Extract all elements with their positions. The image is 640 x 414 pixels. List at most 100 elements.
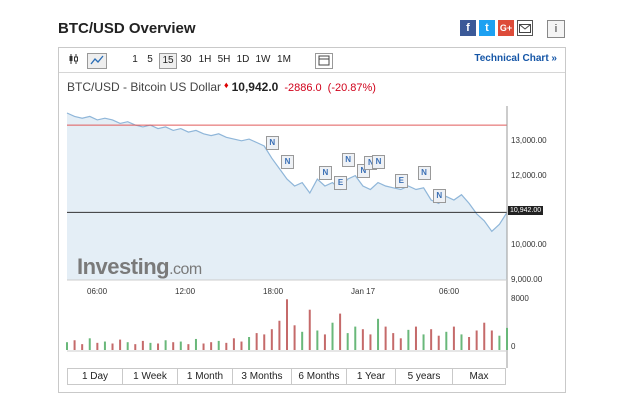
y-tick-label: 13,000.00 — [511, 135, 547, 145]
range-1-year[interactable]: 1 Year — [347, 369, 396, 384]
investing-logo: Investing.com — [77, 254, 202, 279]
volume-bar — [460, 334, 463, 350]
range-selector: 1 Day 1 Week 1 Month 3 Months 6 Months 1 Year… — [67, 368, 506, 385]
technical-chart-link[interactable]: Technical Chart » — [474, 53, 557, 64]
volume-bar — [73, 340, 76, 350]
volume-bar — [468, 337, 471, 350]
google-plus-icon[interactable]: G+ — [498, 20, 514, 36]
volume-bar — [354, 326, 357, 350]
candlestick-icon[interactable] — [67, 53, 81, 67]
price-change: -2886.0 — [284, 82, 322, 94]
volume-bar — [149, 342, 152, 350]
volume-bar — [361, 329, 364, 350]
volume-bar — [187, 344, 190, 350]
twitter-icon[interactable]: t — [479, 20, 495, 36]
volume-bar — [422, 334, 425, 350]
range-1-day[interactable]: 1 Day — [68, 369, 123, 384]
volume-bar — [323, 334, 326, 350]
x-tick-label: 18:00 — [263, 287, 284, 296]
volume-bar — [96, 342, 99, 350]
interval-1[interactable]: 1 — [132, 54, 138, 65]
volume-bar — [66, 342, 68, 350]
volume-bar — [248, 337, 251, 350]
volume-bar — [407, 329, 410, 350]
page-title: BTC/USD Overview — [58, 20, 196, 37]
volume-bar — [437, 335, 440, 350]
volume-bar — [483, 322, 486, 350]
volume-bar — [240, 341, 243, 350]
range-max[interactable]: Max — [469, 371, 489, 382]
range-5-years[interactable]: 5 years — [396, 369, 453, 384]
volume-tick-label: 0 — [511, 342, 516, 351]
volume-bar — [286, 299, 288, 350]
volume-bar — [119, 339, 122, 350]
interval-5[interactable]: 5 — [147, 54, 153, 65]
news-marker-icon: N — [341, 153, 355, 168]
calendar-icon[interactable] — [315, 53, 333, 69]
instrument-name: BTC/USD - Bitcoin US Dollar — [67, 80, 222, 94]
news-marker-icon: N — [265, 136, 279, 151]
interval-5h[interactable]: 5H — [217, 54, 231, 65]
news-marker-icon: N — [432, 189, 446, 204]
quote-line: BTC/USD - Bitcoin US Dollar ♦ 10,942.0 -288… — [67, 80, 376, 94]
current-price-label: 10,942.00 — [508, 206, 544, 216]
volume-bar — [369, 334, 372, 350]
range-6-months[interactable]: 6 Months — [292, 369, 347, 384]
interval-1w[interactable]: 1W — [255, 54, 271, 65]
y-tick-label: 9,000.00 — [511, 275, 543, 284]
interval-30[interactable]: 30 — [180, 54, 192, 65]
facebook-icon[interactable]: f — [460, 20, 476, 36]
price-chart[interactable] — [59, 98, 565, 368]
volume-bar — [399, 338, 402, 350]
volume-bar — [377, 318, 380, 350]
volume-bar — [225, 342, 228, 350]
share-bar: f t G+ — [460, 20, 533, 36]
volume-bar — [384, 326, 387, 350]
price-area — [67, 113, 507, 280]
news-marker-icon: N — [318, 166, 332, 181]
range-1-week[interactable]: 1 Week — [123, 369, 178, 384]
volume-bar — [301, 331, 304, 350]
line-chart-icon[interactable] — [87, 53, 107, 69]
volume-bar — [346, 333, 349, 350]
volume-bar — [255, 333, 258, 350]
interval-15[interactable]: 15 — [159, 53, 177, 69]
event-marker-icon: E — [394, 173, 408, 188]
volume-bar — [392, 333, 395, 350]
info-icon[interactable]: i — [547, 20, 565, 38]
volume-bar — [141, 340, 144, 350]
news-marker-icon: N — [417, 165, 431, 180]
y-tick-label: 12,000.00 — [511, 170, 547, 180]
interval-1h[interactable]: 1H — [198, 54, 212, 65]
volume-tick-label: 8000 — [511, 294, 529, 303]
news-marker-icon: N — [372, 154, 386, 169]
y-tick-label: 10,000.00 — [511, 240, 547, 250]
chart-widget: Technical Chart » 1 5 15 30 1H 5H 1D 1W 1M BTC/U… — [58, 47, 566, 393]
price-change-pct: (-20.87%) — [327, 82, 376, 94]
range-3-months[interactable]: 3 Months — [233, 369, 292, 384]
event-marker-icon: E — [334, 175, 348, 190]
mail-icon[interactable] — [517, 20, 533, 36]
volume-bar — [157, 343, 160, 350]
volume-bar — [506, 327, 508, 350]
down-indicator-icon: ♦ — [224, 80, 229, 90]
volume-bar — [414, 326, 417, 350]
range-1-month[interactable]: 1 Month — [178, 369, 233, 384]
volume-bar — [164, 340, 167, 350]
volume-bar — [490, 330, 493, 350]
volume-bar — [339, 313, 342, 350]
volume-bar — [172, 342, 175, 350]
volume-bar — [278, 320, 281, 350]
volume-bar — [498, 335, 501, 350]
volume-bar — [263, 334, 266, 350]
volume-bar — [111, 343, 114, 350]
interval-1d[interactable]: 1D — [236, 54, 250, 65]
volume-bar — [445, 331, 448, 350]
volume-bar — [126, 342, 129, 350]
chart-toolbar: Technical Chart » 1 5 15 30 1H 5H 1D 1W 1M — [59, 48, 565, 73]
volume-bar — [293, 325, 296, 350]
x-tick-label: 12:00 — [175, 287, 196, 296]
volume-bar — [81, 344, 84, 350]
interval-1m[interactable]: 1M — [277, 54, 291, 65]
volume-bar — [331, 322, 334, 350]
